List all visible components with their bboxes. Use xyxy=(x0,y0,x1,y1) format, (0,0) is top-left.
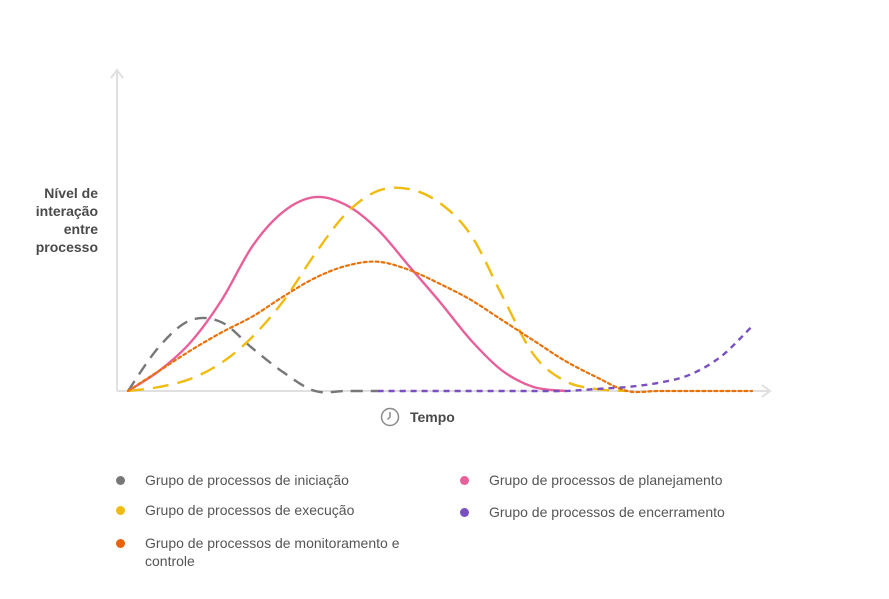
legend-dot xyxy=(116,539,125,548)
series-line xyxy=(127,195,565,393)
legend-label: Grupo de processos de planejamento xyxy=(489,472,723,488)
legend-item-iniciacao: Grupo de processos de iniciação xyxy=(116,471,420,489)
x-axis-label: Tempo xyxy=(380,406,455,428)
legend-item-execucao: Grupo de processos de execução xyxy=(116,501,420,519)
legend-label: Grupo de processos de encerramento xyxy=(489,504,725,520)
series-line xyxy=(127,316,378,394)
legend-label: Grupo de processos de execução xyxy=(145,502,355,518)
x-axis-title: Tempo xyxy=(410,409,455,425)
series-line xyxy=(127,186,628,393)
legend-dot xyxy=(460,508,469,517)
legend-item-monitoramento: Grupo de processos de monitoramento e co… xyxy=(116,534,420,570)
x-axis-arrow xyxy=(761,384,772,398)
legend-dot xyxy=(460,476,469,485)
y-axis-label-line: interação xyxy=(35,203,98,219)
series-line xyxy=(126,260,754,394)
y-axis-label-line: entre xyxy=(63,221,98,237)
y-axis-label: Nível de interação entre processo xyxy=(8,184,98,256)
y-axis-label-line: Nível de xyxy=(44,185,98,201)
y-axis-arrow xyxy=(110,68,124,79)
legend-dot xyxy=(116,476,125,485)
clock-icon xyxy=(380,407,400,427)
legend-item-encerramento: Grupo de processos de encerramento xyxy=(460,503,764,521)
legend-label: Grupo de processos de iniciação xyxy=(145,472,349,488)
legend-label: Grupo de processos de monitoramento e co… xyxy=(145,535,400,569)
legend-dot xyxy=(116,506,125,515)
legend-item-planejamento: Grupo de processos de planejamento xyxy=(460,471,764,489)
series-line xyxy=(377,325,753,393)
y-axis-label-line: processo xyxy=(35,239,98,255)
